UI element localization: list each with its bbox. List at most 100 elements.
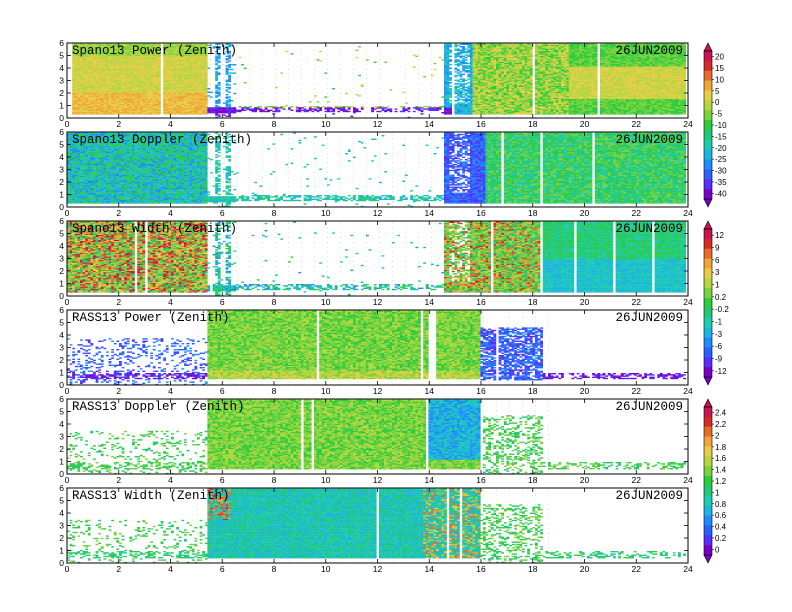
heatmap-cell — [186, 84, 190, 86]
heatmap-cell — [178, 68, 182, 71]
heatmap-cell — [197, 61, 200, 63]
heatmap-cell — [181, 90, 185, 92]
heatmap-cell — [126, 65, 130, 67]
heatmap-cell — [381, 107, 385, 109]
heatmap-cell — [186, 113, 190, 115]
heatmap-cell — [171, 48, 174, 50]
heatmap-cell — [189, 53, 192, 55]
heatmap-cell — [204, 61, 208, 63]
heatmap-cell — [72, 52, 75, 54]
heatmap-cell — [215, 91, 218, 93]
heatmap-cell — [108, 80, 112, 83]
grid-dot — [249, 92, 250, 94]
heatmap-cell — [108, 101, 112, 103]
grid-dot — [314, 83, 315, 84]
heatmap-cell — [337, 108, 341, 110]
heatmap-cell — [168, 108, 172, 110]
heatmap-cell — [498, 67, 502, 69]
heatmap-cell — [475, 85, 478, 87]
heatmap-cell — [501, 68, 504, 71]
heatmap-cell — [376, 110, 380, 113]
heatmap-cell — [446, 68, 450, 71]
heatmap-cell — [116, 109, 120, 111]
heatmap-cell — [176, 70, 179, 72]
heatmap-cell — [303, 109, 307, 111]
heatmap-cell — [163, 54, 166, 56]
heatmap-cell — [204, 85, 208, 87]
heatmap-cell — [74, 43, 78, 45]
heatmap-cell — [259, 110, 263, 113]
heatmap-cell — [93, 68, 96, 71]
heatmap-cell — [225, 110, 229, 113]
heatmap-cell — [181, 80, 185, 83]
heatmap-cell — [189, 68, 192, 71]
heatmap-cell — [178, 74, 182, 77]
heatmap-cell — [485, 73, 489, 75]
heatmap-cell — [480, 86, 484, 89]
heatmap-cell — [483, 86, 486, 89]
heatmap-cell — [327, 101, 330, 103]
heatmap-cell — [498, 60, 502, 62]
heatmap-cell — [116, 48, 120, 50]
heatmap-cell — [217, 54, 221, 56]
heatmap-cell — [464, 62, 468, 65]
heatmap-cell — [189, 95, 192, 97]
heatmap-cell — [119, 59, 122, 61]
heatmap-cell — [488, 61, 491, 63]
heatmap-cell — [90, 94, 94, 96]
heatmap-cell — [506, 90, 510, 92]
heatmap-cell — [155, 67, 159, 69]
heatmap-cell — [340, 106, 343, 108]
heatmap-cell — [186, 80, 190, 83]
heatmap-cell — [480, 78, 484, 80]
heatmap-cell — [475, 49, 478, 51]
heatmap-cell — [184, 110, 187, 113]
heatmap-cell — [80, 59, 83, 61]
heatmap-cell — [87, 96, 91, 98]
heatmap-cell — [137, 88, 140, 90]
heatmap-cell — [184, 53, 187, 55]
heatmap-cell — [134, 46, 138, 48]
heatmap-cell — [501, 67, 504, 69]
heatmap-cell — [163, 89, 166, 91]
heatmap-cell — [100, 64, 104, 66]
grid-dot — [288, 83, 289, 84]
heatmap-cell — [163, 103, 166, 105]
heatmap-cell — [150, 43, 153, 45]
heatmap-cell — [503, 47, 507, 49]
heatmap-cell — [483, 108, 486, 110]
heatmap-cell — [126, 77, 130, 79]
heatmap-cell — [145, 109, 148, 111]
heatmap-cell — [150, 73, 153, 75]
heatmap-cell — [472, 44, 476, 47]
heatmap-cell — [215, 59, 218, 61]
heatmap-cell — [454, 53, 458, 55]
heatmap-cell — [82, 91, 86, 93]
heatmap-cell — [142, 68, 146, 71]
heatmap-cell — [470, 62, 473, 65]
heatmap-cell — [165, 109, 169, 111]
heatmap-cell — [121, 74, 125, 77]
heatmap-cell — [186, 54, 190, 56]
heatmap-cell — [111, 98, 114, 101]
grid-dot — [431, 92, 432, 94]
heatmap-cell — [498, 79, 502, 81]
heatmap-cell — [189, 109, 192, 111]
heatmap-cell — [171, 97, 174, 99]
heatmap-cell — [103, 80, 107, 83]
heatmap-cell — [215, 76, 218, 78]
heatmap-cell — [228, 106, 231, 108]
grid-dot — [249, 107, 250, 108]
heatmap-cell — [215, 86, 218, 89]
heatmap-cell — [402, 91, 406, 93]
heatmap-cell — [498, 107, 502, 109]
heatmap-cell — [464, 52, 468, 54]
heatmap-cell — [147, 95, 151, 97]
heatmap-cell — [191, 73, 195, 75]
heatmap-cell — [493, 107, 497, 109]
heatmap-cell — [163, 62, 166, 65]
heatmap-cell — [93, 101, 96, 103]
heatmap-cell — [93, 96, 96, 98]
heatmap-cell — [155, 52, 159, 54]
heatmap-cell — [90, 92, 94, 95]
